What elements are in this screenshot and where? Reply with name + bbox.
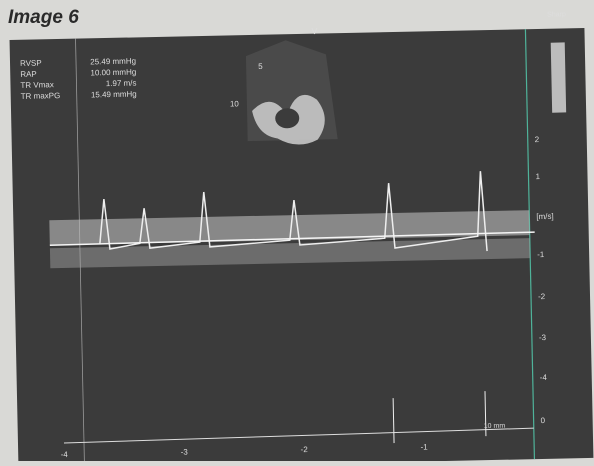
gray-bar bbox=[550, 42, 567, 113]
image-title: Image 6 bbox=[8, 7, 79, 28]
velocity-label: -3 bbox=[539, 333, 547, 342]
depth-label: 10 bbox=[230, 99, 240, 108]
velocity-label: [m/s] bbox=[536, 212, 554, 221]
velocity-label: 2 bbox=[535, 135, 540, 144]
sweep-line bbox=[524, 29, 536, 460]
time-label: -4 bbox=[61, 450, 69, 459]
ecg-trace bbox=[63, 427, 534, 444]
ultrasound-print: RVSP 25.49 mmHg RAP 10.00 mmHg TR Vmax 1.97 m… bbox=[9, 11, 594, 466]
time-label: -3 bbox=[181, 447, 189, 456]
doppler-signal bbox=[49, 210, 530, 246]
measurement-label: TR Vmax bbox=[20, 80, 54, 90]
image-background bbox=[9, 27, 594, 466]
time-label: -2 bbox=[301, 445, 309, 454]
measurements: RVSP 25.49 mmHg RAP 10.00 mmHg TR Vmax 1.97 m… bbox=[20, 57, 137, 101]
measurement-value: 15.49 mmHg bbox=[91, 89, 137, 99]
doppler-peaks bbox=[99, 171, 488, 252]
measurement-label: RAP bbox=[20, 70, 37, 79]
measurement-label: TR maxPG bbox=[21, 91, 61, 101]
depth-label: 5 bbox=[258, 62, 263, 71]
measurement-label: RVSP bbox=[20, 58, 42, 67]
velocity-scale: 2 1 [m/s] -1 -2 -3 -4 bbox=[535, 135, 554, 382]
measurement-value: 10.00 mmHg bbox=[90, 68, 136, 78]
map-label: Sharp bbox=[547, 11, 566, 18]
echo-chamber bbox=[275, 108, 300, 129]
measurement-value: 1.97 m/s bbox=[106, 78, 137, 88]
ecg-spike bbox=[484, 391, 487, 437]
velocity-label: 1 bbox=[535, 172, 540, 181]
cursor-line bbox=[75, 38, 85, 466]
time-scale: -4 -3 -2 -1 bbox=[61, 442, 429, 459]
sweep-label: 10 mm bbox=[484, 423, 506, 430]
velocity-label: -2 bbox=[538, 292, 546, 301]
baseline bbox=[49, 231, 535, 246]
velocity-label: -4 bbox=[540, 373, 548, 382]
time-label: -1 bbox=[420, 442, 428, 451]
measurement-value: 25.49 mmHg bbox=[90, 57, 136, 67]
ecg-spike bbox=[392, 398, 395, 444]
velocity-zero: 0 bbox=[541, 416, 546, 425]
velocity-label: -1 bbox=[537, 250, 545, 259]
probe-mark: V bbox=[311, 26, 317, 36]
